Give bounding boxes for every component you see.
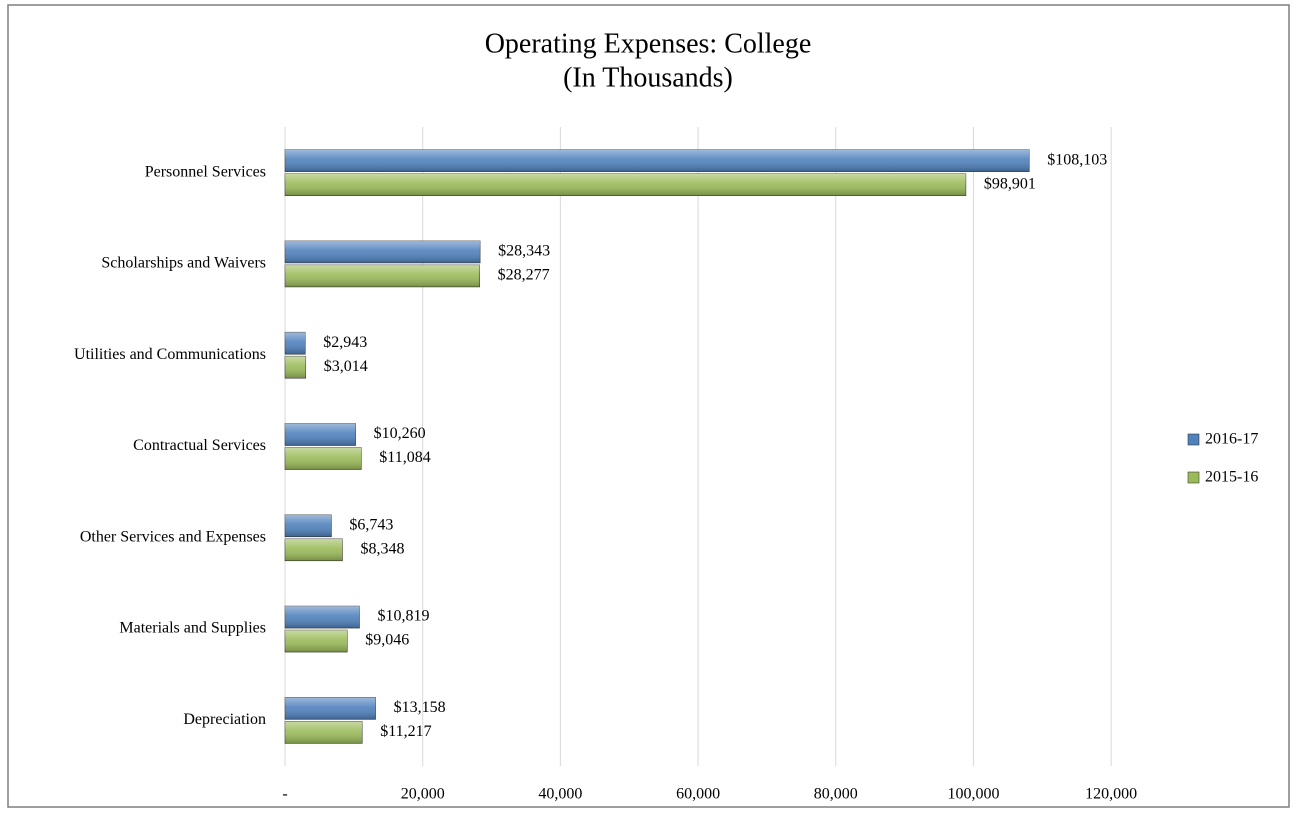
legend-swatch [1187, 433, 1200, 446]
bar-shine [285, 173, 966, 196]
value-label: $108,103 [1047, 151, 1107, 168]
x-tick-label: 60,000 [676, 786, 720, 803]
value-label: $98,901 [984, 175, 1036, 192]
bar-shine [285, 514, 332, 537]
bar-shine [285, 447, 362, 470]
bar-shine [285, 264, 480, 287]
bar-shine [285, 149, 1030, 172]
bar-shine [285, 697, 376, 720]
y-tick-label: Utilities and Communications [74, 346, 266, 363]
y-tick-label: Contractual Services [133, 437, 266, 454]
value-label: $8,348 [360, 540, 404, 557]
bar-shine [285, 630, 348, 653]
x-tick-label: - [282, 786, 287, 803]
bar-shine [285, 332, 306, 355]
value-label: $11,217 [380, 723, 431, 740]
value-label: $2,943 [323, 334, 367, 351]
legend-label: 2016-17 [1205, 431, 1258, 448]
chart-subtitle: (In Thousands) [563, 62, 733, 93]
y-tick-label: Personnel Services [145, 163, 266, 180]
y-tick-label: Other Services and Expenses [80, 528, 266, 545]
x-tick-label: 40,000 [538, 786, 582, 803]
bar-shine [285, 721, 363, 744]
x-tick-label: 100,000 [947, 786, 999, 803]
bar-shine [285, 606, 360, 629]
value-label: $10,260 [374, 425, 426, 442]
y-tick-label: Scholarships and Waivers [101, 255, 266, 272]
bar-shine [285, 356, 306, 379]
bar-shine [285, 538, 343, 561]
y-tick-label: Depreciation [183, 711, 266, 728]
x-tick-label: 80,000 [814, 786, 858, 803]
legend-label: 2015-16 [1205, 469, 1258, 486]
value-label: $6,743 [349, 516, 393, 533]
x-tick-label: 20,000 [401, 786, 445, 803]
value-label: $10,819 [377, 608, 429, 625]
x-tick-label: 120,000 [1085, 786, 1137, 803]
y-tick-label: Materials and Supplies [119, 620, 266, 637]
value-label: $11,084 [379, 449, 430, 466]
bar-shine [285, 240, 481, 263]
value-label: $28,343 [498, 243, 550, 260]
chart-frame [7, 4, 1290, 808]
legend-swatch [1187, 471, 1200, 484]
value-label: $3,014 [324, 358, 368, 375]
bar-shine [285, 423, 356, 446]
value-label: $13,158 [394, 699, 446, 716]
value-label: $28,277 [498, 267, 550, 284]
chart-title: Operating Expenses: College [485, 28, 812, 59]
value-label: $9,046 [365, 632, 409, 649]
